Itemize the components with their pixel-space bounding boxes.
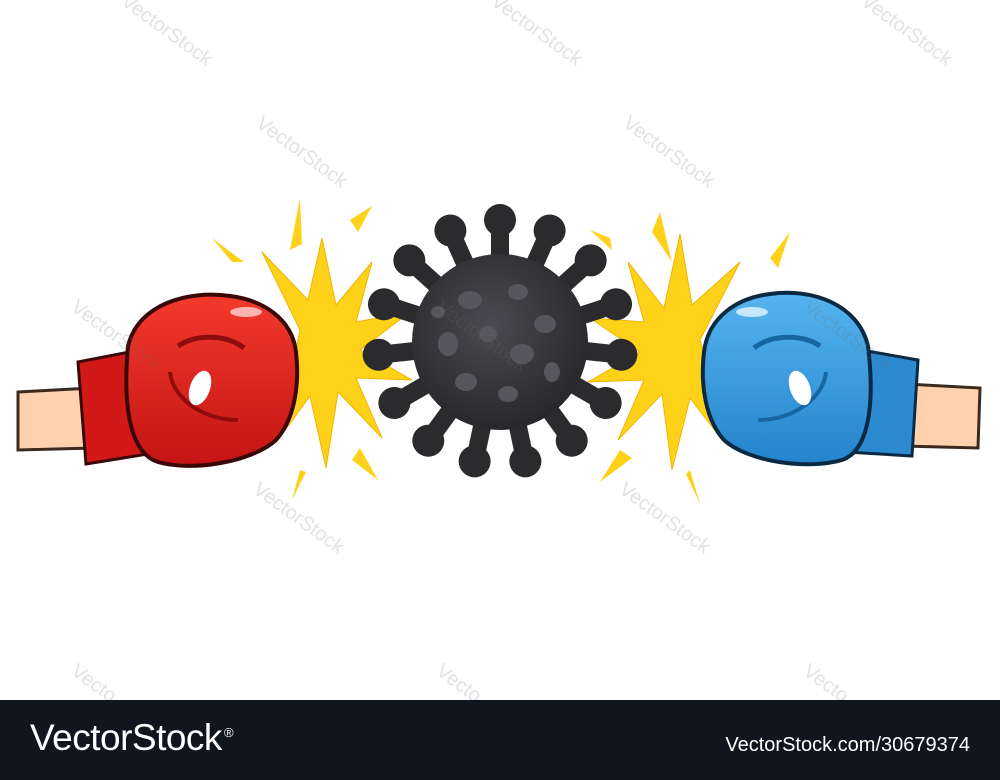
blue-boxing-glove-icon: [700, 290, 982, 467]
right-impact-spark-icon: [587, 212, 790, 504]
brand-name: VectorStock: [30, 717, 222, 758]
coronavirus-icon: [362, 204, 638, 478]
red-boxing-glove-icon: [16, 292, 300, 468]
stock-id-link[interactable]: VectorStock.com/30679374: [725, 734, 970, 756]
scene-svg: [16, 198, 982, 504]
registered-mark: ®: [223, 724, 234, 740]
brand-logo: VectorStock ®: [30, 717, 234, 759]
illustration: VectorStock VectorStock VectorStock Vect…: [16, 0, 982, 708]
footer-bar: VectorStock ® VectorStock.com/30679374: [0, 700, 1000, 780]
